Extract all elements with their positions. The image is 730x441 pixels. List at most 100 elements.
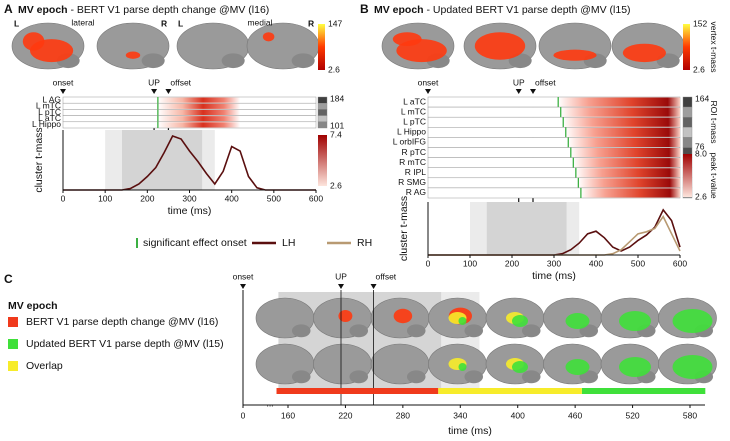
roi-label: R SMG — [398, 177, 426, 187]
roi-tmass-cell — [682, 127, 693, 138]
marker-label: UP — [148, 77, 160, 87]
marker — [151, 89, 158, 94]
activation — [512, 361, 528, 373]
activation — [474, 32, 526, 60]
title-rest: - BERT V1 parse depth change @MV (l16) — [68, 4, 270, 16]
x-tick-label: 600 — [309, 193, 323, 203]
peak-colorbar — [318, 135, 327, 186]
panel-letter: B — [360, 2, 369, 16]
cerebellum — [291, 370, 311, 384]
colorbar — [683, 24, 690, 70]
content: A MV epoch - BERT V1 parse depth change @… — [4, 2, 719, 437]
cerebellum — [521, 370, 541, 384]
roi-tmass-cell — [317, 102, 328, 110]
roi-colorbar-label: 184 — [330, 93, 344, 103]
cerebellum — [406, 370, 426, 384]
peak-colorbar — [683, 154, 692, 197]
marker — [515, 89, 522, 94]
roi-label: R mTC — [399, 157, 426, 167]
legend-swatch — [8, 339, 18, 349]
activation — [619, 357, 651, 377]
cerebellum — [141, 53, 165, 69]
activation — [622, 43, 667, 63]
activation — [392, 32, 422, 46]
roi-heat — [560, 107, 680, 117]
marker-label: onset — [233, 271, 254, 281]
period-bar — [276, 388, 439, 394]
roi-label: L aTC — [403, 96, 426, 106]
cerebellum — [349, 370, 369, 384]
roi-heat — [565, 127, 680, 137]
marker-label: onset — [53, 77, 74, 87]
brain-label: lateral — [71, 17, 94, 27]
activation — [565, 313, 590, 329]
activation — [458, 363, 467, 371]
marker — [240, 284, 246, 289]
x-tick-label: 580 — [683, 410, 697, 420]
cerebellum — [464, 370, 484, 384]
activation — [565, 359, 590, 375]
marker — [425, 89, 431, 94]
roi-label: L aTC — [38, 113, 61, 123]
roi-tmass-cell — [682, 106, 693, 118]
activation — [393, 308, 413, 324]
marker — [165, 89, 172, 94]
roi-label: R AG — [406, 187, 426, 197]
legend-title: MV epoch — [8, 300, 58, 312]
activation — [512, 315, 528, 327]
peak-colorbar-label: 7.4 — [330, 129, 342, 139]
roi-heat — [157, 122, 241, 128]
brain-label: R — [308, 18, 314, 28]
x-tick-label: 600 — [673, 258, 687, 268]
panel-title: MV epoch - Updated BERT V1 parse depth @… — [374, 4, 631, 16]
brain-label: R — [161, 18, 167, 28]
roi-label: L orbIFG — [393, 137, 426, 147]
roi-colorbar-title: ROI t-mass — [709, 101, 719, 144]
activation — [619, 311, 651, 331]
roi-label: L Hippo — [32, 119, 61, 129]
x-tick-label: 520 — [625, 410, 639, 420]
x-axis-title: time (ms) — [532, 270, 576, 282]
x-tick-label: 460 — [568, 410, 582, 420]
cerebellum — [221, 53, 245, 69]
roi-tmass-cell — [317, 121, 328, 129]
activation — [22, 32, 45, 51]
marker — [60, 89, 66, 94]
roi-heat — [575, 168, 680, 178]
activation — [672, 355, 713, 379]
roi-label: L mTC — [36, 101, 61, 111]
cerebellum — [291, 53, 315, 69]
x-tick-label: 0 — [426, 258, 431, 268]
roi-tmass-cell — [317, 109, 328, 116]
x-tick-label: 500 — [267, 193, 281, 203]
roi-label: L Hippo — [397, 127, 426, 137]
marker-label: UP — [513, 77, 525, 87]
roi-label: R IPL — [405, 167, 427, 177]
roi-heat — [157, 103, 241, 109]
peak-colorbar-title: peak t-value — [709, 152, 719, 199]
roi-heat — [570, 148, 680, 158]
roi-heat — [563, 117, 680, 127]
roi-label: L pTC — [38, 107, 61, 117]
roi-colorbar-label: 164 — [695, 93, 709, 103]
title-bold: MV epoch — [374, 4, 424, 16]
roi-colorbar-label: 101 — [330, 120, 344, 130]
brain-label: L — [178, 18, 183, 28]
marker-label: offset — [376, 271, 397, 281]
marker — [338, 284, 344, 289]
activation — [338, 310, 353, 322]
colorbar-label: 2.6 — [693, 64, 705, 74]
roi-heat — [558, 97, 680, 107]
roi-tmass-cell — [682, 96, 693, 108]
shade — [122, 130, 203, 190]
panel-letter: A — [4, 2, 13, 16]
legend-label: LH — [282, 237, 295, 249]
roi-label: L pTC — [403, 117, 426, 127]
x-tick-label: 400 — [225, 193, 239, 203]
roi-label: L AG — [42, 94, 61, 104]
colorbar-label: 2.6 — [328, 64, 340, 74]
roi-heat — [573, 158, 680, 168]
marker — [370, 284, 377, 289]
title-bold: MV epoch — [18, 4, 68, 16]
marker-label: UP — [335, 271, 347, 281]
